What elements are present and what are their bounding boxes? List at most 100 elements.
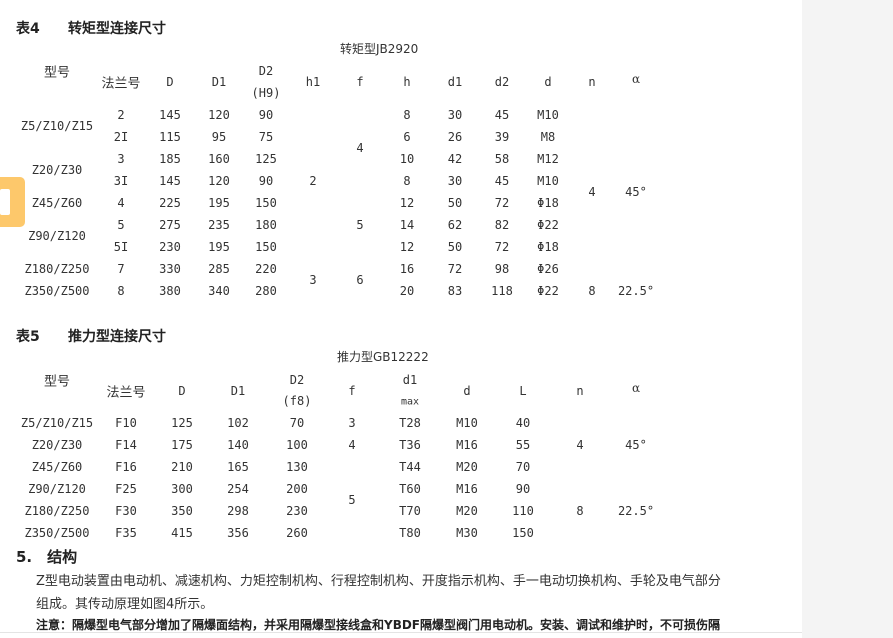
table-cell: 102 bbox=[227, 416, 249, 430]
table-cell: 5I bbox=[113, 240, 129, 254]
model-cell: Z45/Z60 bbox=[31, 196, 83, 210]
table-cell: 415 bbox=[171, 526, 193, 540]
table-cell: 90 bbox=[258, 174, 274, 188]
table-cell: 300 bbox=[171, 482, 193, 496]
model-cell: Z90/Z120 bbox=[28, 229, 86, 243]
table-cell: 225 bbox=[159, 196, 181, 210]
table-cell: 50 bbox=[447, 196, 463, 210]
table-cell: 145 bbox=[159, 108, 181, 122]
table-cell: 16 bbox=[399, 262, 415, 276]
h1-cell: 3 bbox=[309, 273, 317, 287]
header-cell: D bbox=[166, 75, 174, 89]
table-cell: 3 bbox=[117, 152, 125, 166]
table-cell: 90 bbox=[515, 482, 531, 496]
h1-cell: 2 bbox=[309, 174, 317, 188]
header-cell: α bbox=[631, 381, 641, 395]
table-cell: 62 bbox=[447, 218, 463, 232]
header-cell: 法兰号 bbox=[106, 385, 146, 401]
table-cell: 115 bbox=[159, 130, 181, 144]
table-cell: F16 bbox=[115, 460, 137, 474]
header-d2: D2 bbox=[289, 373, 305, 387]
table-cell: 10 bbox=[399, 152, 415, 166]
table-cell: 230 bbox=[159, 240, 181, 254]
header-cell: n bbox=[588, 75, 596, 89]
header-cell: n bbox=[576, 384, 584, 398]
table-cell: T70 bbox=[399, 504, 421, 518]
table-cell: 145 bbox=[159, 174, 181, 188]
table-cell: 8 bbox=[117, 284, 125, 298]
table-cell: 298 bbox=[227, 504, 249, 518]
table-cell: 90 bbox=[258, 108, 274, 122]
table-cell: 30 bbox=[447, 174, 463, 188]
table-cell: 72 bbox=[447, 262, 463, 276]
f-cell: 4 bbox=[356, 141, 364, 155]
table-cell: F10 bbox=[115, 416, 137, 430]
table-cell: 45 bbox=[494, 108, 510, 122]
header-model: 型号 bbox=[43, 65, 71, 81]
table-cell: T60 bbox=[399, 482, 421, 496]
table-cell: 98 bbox=[494, 262, 510, 276]
table-cell: 42 bbox=[447, 152, 463, 166]
table-cell: 165 bbox=[227, 460, 249, 474]
alpha-cell: 22.5° bbox=[617, 284, 655, 298]
header-cell: h bbox=[403, 75, 411, 89]
header-model: 型号 bbox=[43, 374, 71, 390]
table-cell: 110 bbox=[512, 504, 534, 518]
table-cell: 125 bbox=[255, 152, 277, 166]
model-cell: Z180/Z250 bbox=[24, 504, 90, 518]
table-cell: 160 bbox=[208, 152, 230, 166]
table-cell: 55 bbox=[515, 438, 531, 452]
table-cell: 75 bbox=[258, 130, 274, 144]
table-cell: Φ26 bbox=[537, 262, 559, 276]
table-cell: 4 bbox=[117, 196, 125, 210]
table-cell: Φ18 bbox=[537, 196, 559, 210]
section-paragraph: Z型电动装置由电动机、减速机构、力矩控制机构、行程控制机构、开度指示机构、手一电… bbox=[36, 574, 721, 589]
header-cell: D1 bbox=[230, 384, 246, 398]
table-cell: 175 bbox=[171, 438, 193, 452]
table4-title: 转矩型连接尺寸 bbox=[68, 21, 166, 37]
table-cell: 350 bbox=[171, 504, 193, 518]
table-cell: 185 bbox=[159, 152, 181, 166]
table-cell: 340 bbox=[208, 284, 230, 298]
table-cell: 30 bbox=[447, 108, 463, 122]
n-cell: 8 bbox=[576, 504, 584, 518]
header-cell: f bbox=[356, 75, 364, 89]
table-cell: 5 bbox=[117, 218, 125, 232]
table-cell: 20 bbox=[399, 284, 415, 298]
table-cell: 180 bbox=[255, 218, 277, 232]
section-note: 注意：隔爆型电气部分增加了隔爆面结构，并采用隔爆型接线盒和YBDF隔爆型阀门用电… bbox=[36, 618, 720, 632]
side-float-tab[interactable] bbox=[0, 177, 25, 227]
header-d2-tolerance: (f8) bbox=[282, 394, 312, 408]
table-cell: M10 bbox=[537, 174, 559, 188]
f-cell: 5 bbox=[356, 218, 364, 232]
table-cell: M16 bbox=[456, 482, 478, 496]
table-cell: 100 bbox=[286, 438, 308, 452]
n-cell: 4 bbox=[576, 438, 584, 452]
table-cell: 2 bbox=[117, 108, 125, 122]
alpha-cell: 45° bbox=[625, 438, 647, 452]
header-cell: D1 bbox=[211, 75, 227, 89]
f-cell: 4 bbox=[348, 438, 356, 452]
model-cell: Z5/Z10/Z15 bbox=[20, 119, 94, 133]
table-cell: M20 bbox=[456, 504, 478, 518]
divider bbox=[0, 632, 802, 633]
table-cell: 50 bbox=[447, 240, 463, 254]
table-cell: M8 bbox=[540, 130, 556, 144]
table-cell: 14 bbox=[399, 218, 415, 232]
table-cell: 26 bbox=[447, 130, 463, 144]
table-cell: 8 bbox=[403, 174, 411, 188]
header-cell: d1 bbox=[447, 75, 463, 89]
model-cell: Z90/Z120 bbox=[28, 482, 86, 496]
table-cell: 83 bbox=[447, 284, 463, 298]
header-d2-tolerance: (H9) bbox=[251, 86, 281, 100]
table-cell: M10 bbox=[456, 416, 478, 430]
table-cell: Φ18 bbox=[537, 240, 559, 254]
table4-caption: 表4 转矩型连接尺寸 bbox=[16, 18, 166, 38]
model-cell: Z350/Z500 bbox=[24, 526, 90, 540]
table-cell: 8 bbox=[403, 108, 411, 122]
table-cell: 45 bbox=[494, 174, 510, 188]
table-cell: M16 bbox=[456, 438, 478, 452]
table-cell: 3I bbox=[113, 174, 129, 188]
table-cell: 330 bbox=[159, 262, 181, 276]
header-d1: d1 bbox=[402, 373, 418, 387]
